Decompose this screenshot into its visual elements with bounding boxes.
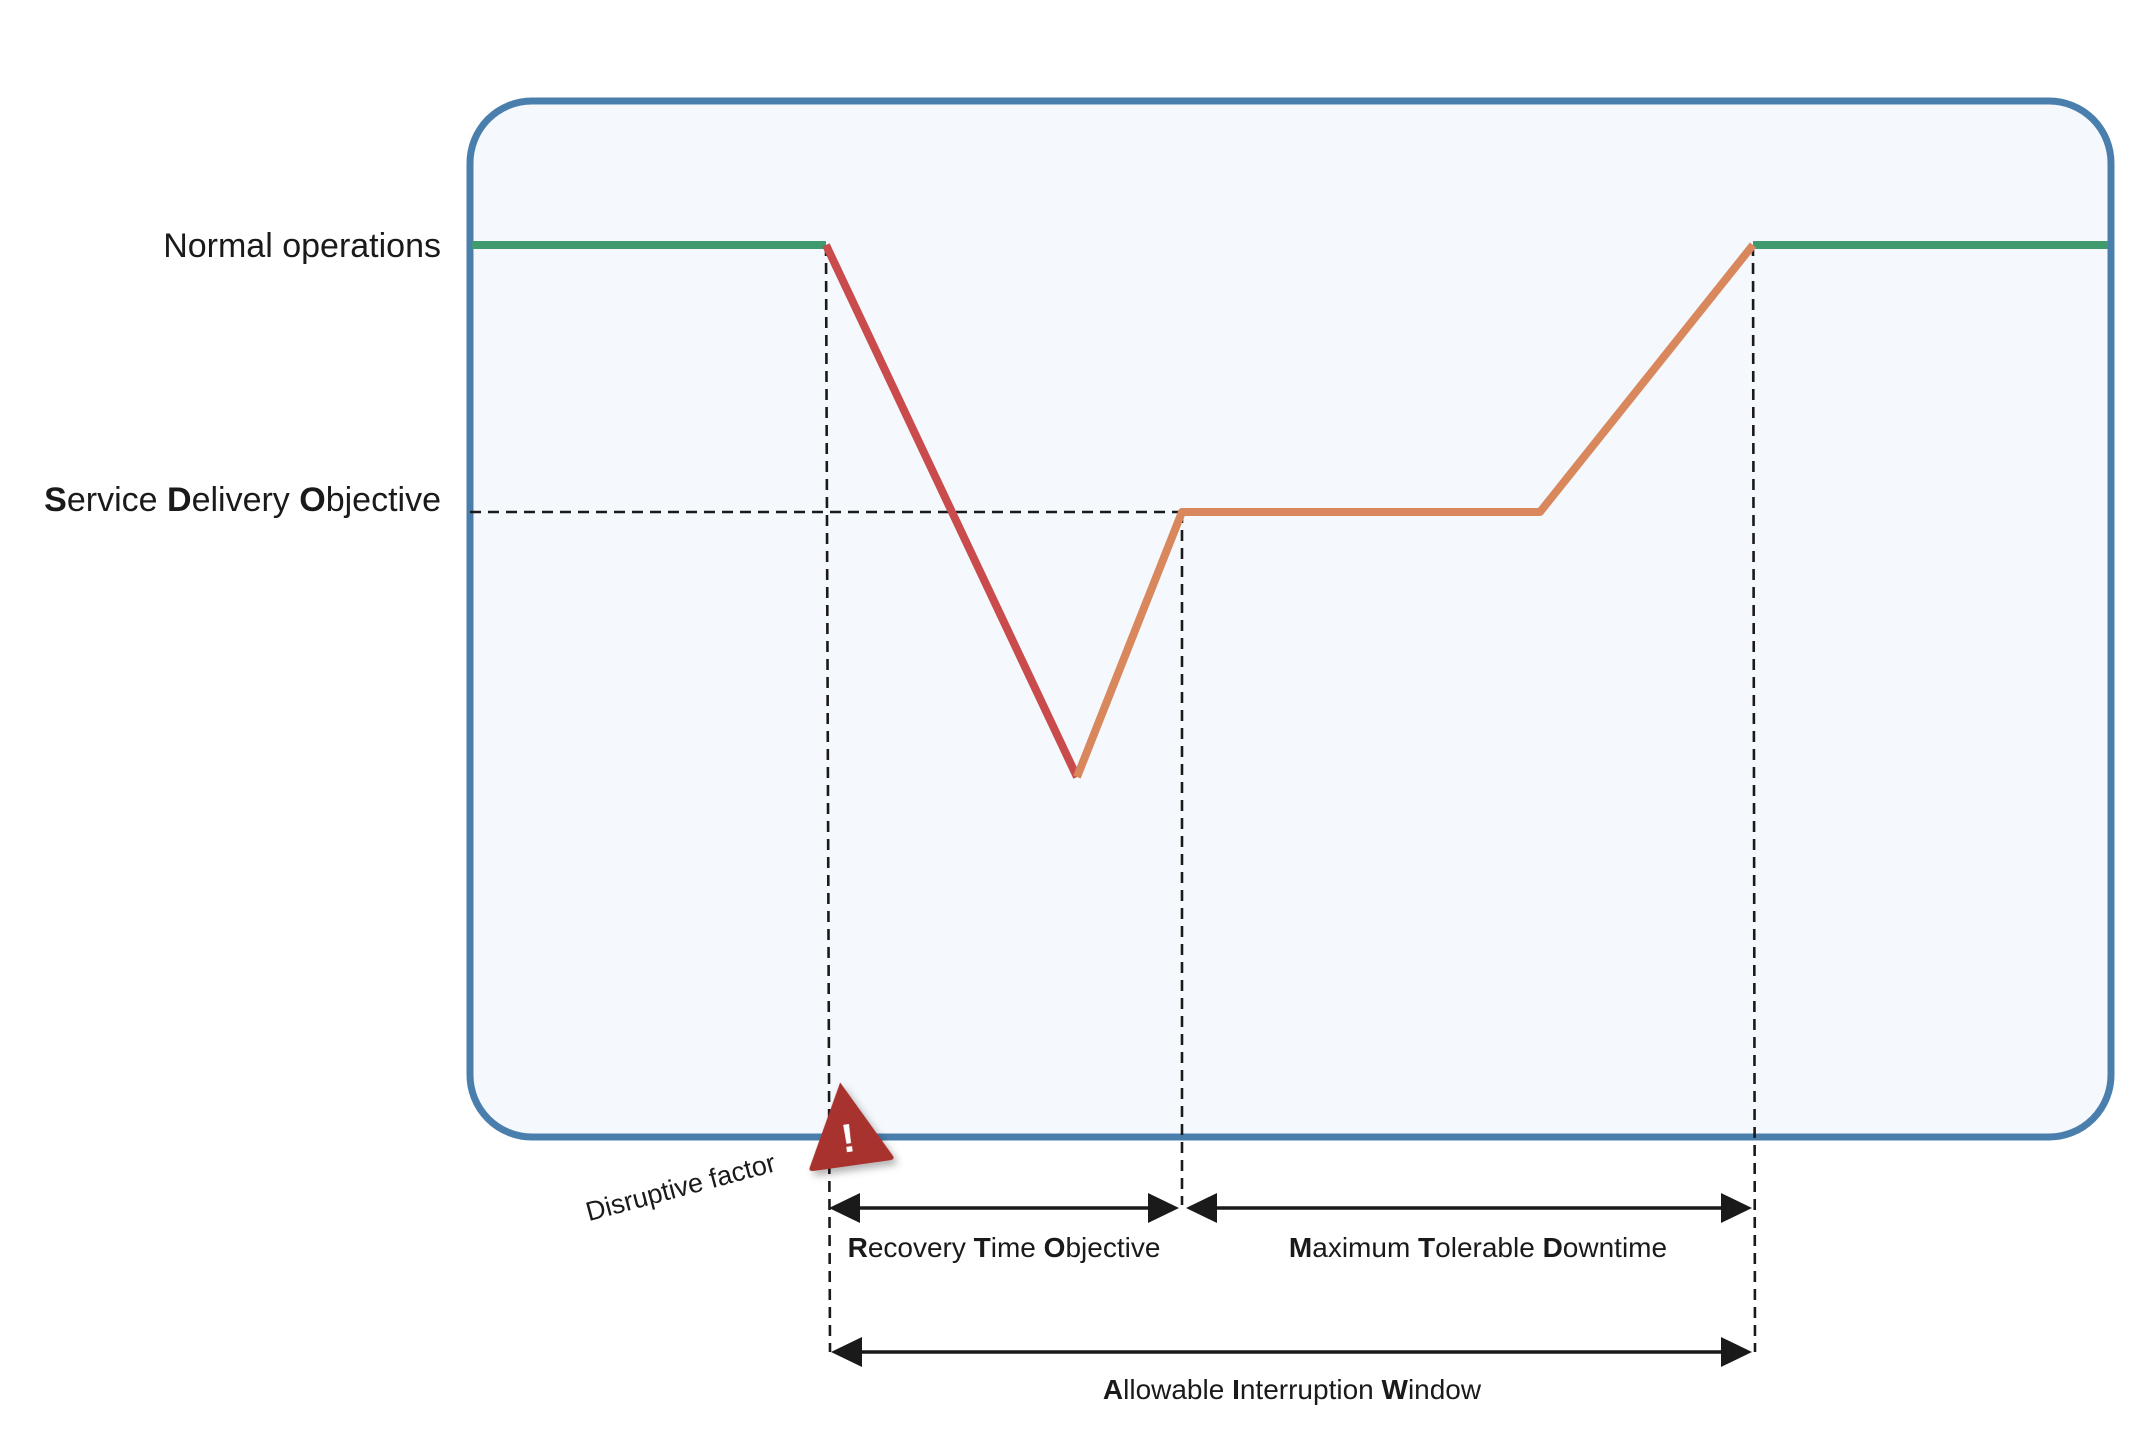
performance-curve xyxy=(472,241,2108,779)
dimension-arrows xyxy=(829,1193,1752,1367)
chart-frame xyxy=(466,97,2115,1141)
recovery-line xyxy=(1073,242,1757,779)
aiw-part: A xyxy=(1103,1374,1123,1405)
mtd-part: owntime xyxy=(1563,1232,1667,1263)
warning-triangle-icon: ! xyxy=(809,1082,894,1172)
aiw-part: W xyxy=(1382,1374,1409,1405)
sdo-part: S xyxy=(44,481,67,519)
rto-arrow xyxy=(829,1193,1179,1223)
allowable-interruption-window-label: Allowable Interruption Window xyxy=(1103,1374,1482,1405)
aiw-part: I xyxy=(1232,1374,1240,1405)
mtd-part: D xyxy=(1543,1232,1563,1263)
mtd-part: T xyxy=(1418,1232,1435,1263)
disruptive-factor-label: Disruptive factor xyxy=(583,1148,779,1227)
aiw-part: llowable xyxy=(1123,1374,1232,1405)
aiw-part: indow xyxy=(1408,1374,1482,1405)
rto-part: T xyxy=(974,1232,991,1263)
recovery-end-guide xyxy=(1751,244,1757,1353)
normal-operations-label: Normal operations xyxy=(163,227,441,265)
recovery-time-objective-label: Recovery Time Objective xyxy=(848,1232,1161,1263)
aiw-part: nterruption xyxy=(1240,1374,1382,1405)
sdo-part: bjective xyxy=(326,481,441,519)
sdo-part: ervice xyxy=(67,481,167,519)
service-delivery-objective-label: Service Delivery Objective xyxy=(44,481,441,519)
sdo-part: O xyxy=(299,481,325,519)
sdo-part: elivery xyxy=(192,481,300,519)
mtd-part: olerable xyxy=(1435,1232,1542,1263)
aiw-arrow xyxy=(831,1337,1752,1367)
warning-exclamation: ! xyxy=(838,1116,857,1161)
mtd-part: M xyxy=(1289,1232,1312,1263)
rto-part: ecovery xyxy=(868,1232,974,1263)
maximum-tolerable-downtime-label: Maximum Tolerable Downtime xyxy=(1289,1232,1667,1263)
mtd-part: aximum xyxy=(1312,1232,1418,1263)
mtd-arrow xyxy=(1186,1193,1752,1223)
rto-part: bjective xyxy=(1065,1232,1160,1263)
disruption-decline-line xyxy=(822,243,1081,779)
rto-part: ime xyxy=(991,1232,1044,1263)
rto-part: O xyxy=(1044,1232,1066,1263)
rto-part: R xyxy=(848,1232,868,1263)
sdo-part: D xyxy=(167,481,192,519)
